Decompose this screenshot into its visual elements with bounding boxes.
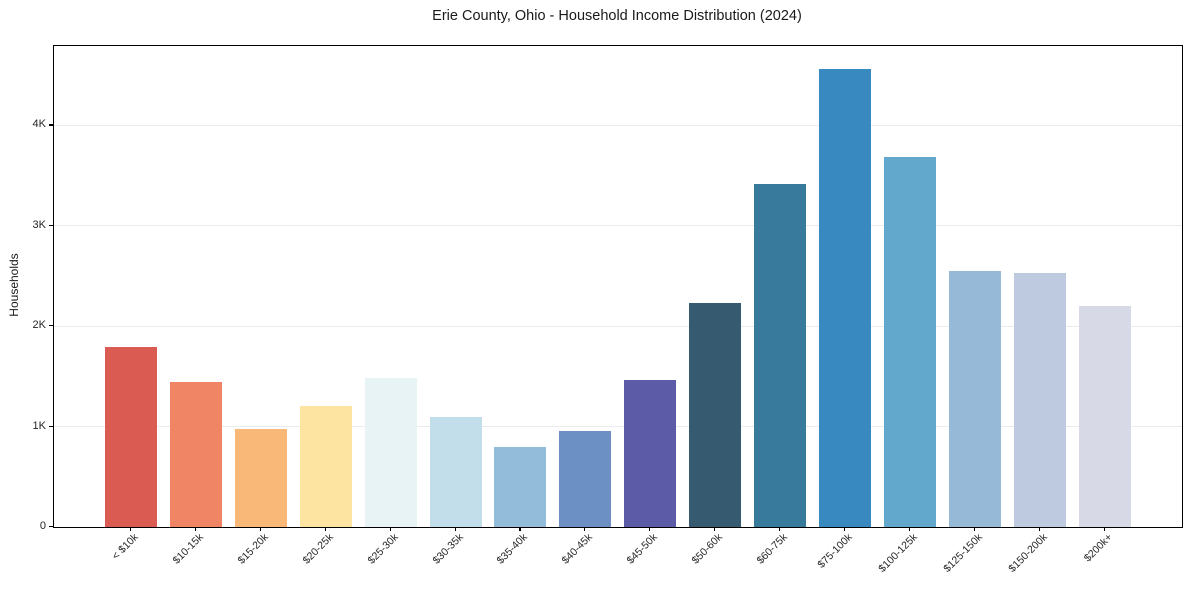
x-tick-label: $25-30k bbox=[365, 531, 401, 567]
x-tick-mark bbox=[649, 527, 651, 531]
gridline bbox=[54, 225, 1182, 227]
bar-$60-75k bbox=[754, 183, 806, 527]
x-tick-label: $30-35k bbox=[429, 531, 466, 567]
y-axis-label: Households bbox=[7, 253, 21, 317]
bar-$75-100k bbox=[818, 69, 871, 527]
x-tick-label: $35-40k bbox=[494, 531, 531, 567]
y-tick-label: 4K bbox=[32, 118, 46, 131]
x-tick-label: $150-200k bbox=[1005, 531, 1050, 575]
x-tick-mark bbox=[259, 527, 261, 531]
x-tick-label: $200k+ bbox=[1081, 531, 1115, 565]
x-tick-mark bbox=[584, 527, 586, 531]
x-tick-mark bbox=[454, 527, 456, 531]
x-tick-label: $125-150k bbox=[940, 531, 985, 575]
gridline bbox=[54, 325, 1182, 327]
chart-title: Erie County, Ohio - Household Income Dis… bbox=[432, 8, 802, 24]
x-tick-mark bbox=[519, 527, 521, 531]
x-tick-label: $75-100k bbox=[815, 531, 855, 571]
y-tick-mark bbox=[49, 425, 53, 427]
bar-$45-50k bbox=[624, 380, 677, 527]
x-tick-mark bbox=[324, 527, 326, 531]
bar-$20-25k bbox=[299, 405, 352, 527]
x-tick-label: $15-20k bbox=[235, 531, 271, 567]
bar-$35-40k bbox=[494, 446, 547, 527]
bar-$10-15k bbox=[169, 382, 222, 527]
bar-$15-20k bbox=[234, 429, 287, 527]
x-tick-mark bbox=[779, 527, 781, 531]
x-tick-mark bbox=[973, 527, 975, 531]
x-tick-mark bbox=[1038, 527, 1040, 531]
bar-$40-45k bbox=[559, 431, 612, 527]
bar-< $10k bbox=[105, 347, 157, 527]
bar-$50-60k bbox=[689, 303, 742, 527]
y-tick-mark bbox=[49, 526, 53, 528]
x-tick-mark bbox=[194, 527, 197, 531]
x-tick-label: $100-125k bbox=[875, 531, 920, 575]
x-tick-label: $20-25k bbox=[300, 531, 336, 567]
bar-$25-30k bbox=[364, 378, 417, 527]
bar-$125-150k bbox=[948, 270, 1001, 527]
y-tick-label: 3K bbox=[32, 218, 46, 231]
x-tick-mark bbox=[389, 527, 391, 531]
bar-$200k+ bbox=[1078, 306, 1131, 527]
x-tick-label: $10-15k bbox=[170, 531, 206, 567]
y-tick-mark bbox=[49, 124, 53, 126]
y-tick-label: 2K bbox=[32, 319, 46, 332]
x-tick-mark bbox=[1103, 527, 1105, 531]
x-tick-mark bbox=[130, 527, 132, 531]
x-tick-mark bbox=[714, 527, 716, 531]
y-tick-mark bbox=[49, 325, 53, 327]
y-tick-label: 1K bbox=[32, 419, 46, 432]
bar-$30-35k bbox=[429, 416, 482, 527]
plot-area bbox=[53, 45, 1183, 528]
gridline bbox=[54, 124, 1182, 126]
x-tick-mark bbox=[908, 527, 910, 531]
x-tick-mark bbox=[843, 527, 846, 531]
gridline bbox=[54, 426, 1182, 428]
bar-$150-200k bbox=[1013, 272, 1066, 527]
y-tick-mark bbox=[49, 224, 53, 226]
bar-$100-125k bbox=[883, 157, 936, 527]
x-tick-label: < $10k bbox=[109, 531, 141, 563]
y-tick-label: 0 bbox=[39, 520, 46, 532]
